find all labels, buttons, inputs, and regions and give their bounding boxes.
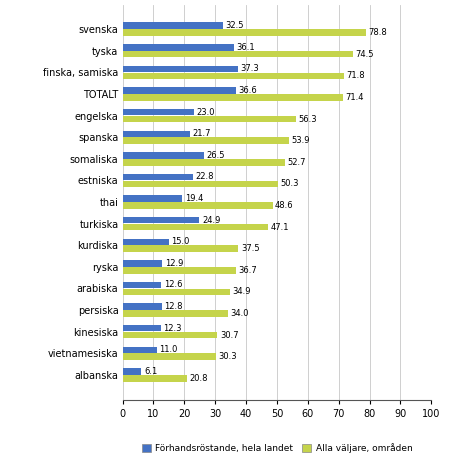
Text: 36.6: 36.6: [238, 86, 257, 95]
Text: 15.0: 15.0: [171, 237, 190, 246]
Bar: [123, 217, 199, 223]
Text: 56.3: 56.3: [299, 114, 317, 123]
Bar: [123, 289, 230, 295]
Legend: Förhandsröstande, hela landet, Alla väljare, områden: Förhandsröstande, hela landet, Alla välj…: [138, 439, 416, 454]
Bar: [123, 303, 162, 310]
Bar: [123, 195, 183, 202]
Bar: [123, 282, 162, 288]
Bar: [123, 130, 190, 137]
Text: 12.3: 12.3: [163, 324, 182, 333]
Bar: [123, 116, 296, 122]
Text: 26.5: 26.5: [207, 151, 225, 160]
Bar: [123, 310, 227, 317]
Bar: [123, 87, 236, 94]
Bar: [123, 260, 163, 266]
Bar: [123, 332, 217, 338]
Bar: [123, 23, 223, 29]
Text: 19.4: 19.4: [185, 194, 203, 203]
Text: 20.8: 20.8: [189, 374, 208, 383]
Text: 11.0: 11.0: [159, 345, 178, 354]
Bar: [123, 368, 141, 375]
Text: 34.9: 34.9: [233, 287, 252, 296]
Bar: [123, 181, 278, 187]
Bar: [123, 238, 169, 245]
Text: 37.5: 37.5: [241, 244, 259, 253]
Bar: [123, 375, 187, 381]
Bar: [123, 109, 193, 115]
Bar: [123, 30, 366, 36]
Bar: [123, 202, 272, 209]
Bar: [123, 152, 204, 158]
Text: 12.8: 12.8: [164, 302, 183, 311]
Bar: [123, 94, 343, 101]
Text: 30.3: 30.3: [218, 352, 237, 361]
Bar: [123, 267, 236, 274]
Bar: [123, 51, 353, 58]
Bar: [123, 325, 161, 331]
Bar: [123, 138, 289, 144]
Text: 36.7: 36.7: [238, 266, 257, 275]
Text: 53.9: 53.9: [291, 136, 310, 145]
Text: 50.3: 50.3: [280, 179, 299, 188]
Text: 47.1: 47.1: [271, 222, 289, 232]
Text: 34.0: 34.0: [230, 309, 248, 318]
Text: 52.7: 52.7: [288, 158, 306, 167]
Bar: [123, 66, 238, 72]
Bar: [123, 224, 268, 230]
Bar: [123, 346, 157, 353]
Text: 6.1: 6.1: [144, 367, 157, 376]
Bar: [123, 73, 344, 79]
Text: 48.6: 48.6: [275, 201, 294, 210]
Text: 32.5: 32.5: [225, 21, 244, 30]
Text: 78.8: 78.8: [368, 28, 387, 37]
Bar: [123, 174, 193, 180]
Text: 21.7: 21.7: [192, 129, 211, 138]
Bar: [123, 159, 285, 166]
Text: 12.9: 12.9: [165, 259, 183, 268]
Bar: [123, 246, 238, 252]
Text: 36.1: 36.1: [237, 43, 255, 52]
Bar: [123, 354, 216, 360]
Text: 71.8: 71.8: [347, 71, 365, 80]
Text: 30.7: 30.7: [220, 331, 238, 340]
Text: 71.4: 71.4: [345, 93, 364, 102]
Text: 24.9: 24.9: [202, 216, 220, 225]
Text: 12.6: 12.6: [164, 281, 183, 290]
Text: 37.3: 37.3: [240, 64, 259, 74]
Text: 22.8: 22.8: [195, 173, 214, 182]
Text: 23.0: 23.0: [196, 108, 215, 117]
Text: 74.5: 74.5: [355, 50, 374, 59]
Bar: [123, 44, 234, 50]
